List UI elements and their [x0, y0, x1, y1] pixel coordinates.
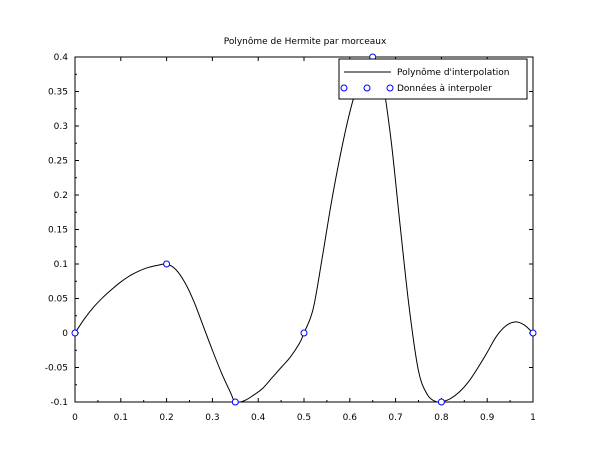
data-point [71, 329, 79, 337]
x-tick-label: 0.1 [114, 413, 128, 423]
x-tick-label: 0.8 [434, 413, 449, 423]
legend-marker-swatch [386, 84, 394, 92]
axis-ticks: 0 0.1 0.2 0.3 0.4 0.5 0.6 0.7 0.8 0.9 1 -0.1 -0.05 0 0… [45, 53, 536, 423]
y-tick-label: -0.05 [45, 364, 68, 374]
x-tick-label: 0.3 [205, 413, 219, 423]
legend: Polynôme d'interpolation Données à interp… [338, 58, 528, 100]
legend-label-line: Polynôme d'interpolation [397, 67, 509, 78]
y-tick-label: 0.2 [54, 191, 68, 201]
plot-frame [74, 56, 534, 403]
interpolation-curve-layer [75, 57, 533, 402]
x-tick-label: 0.9 [480, 413, 495, 423]
y-tick-label: -0.1 [50, 398, 68, 408]
y-tick-label: 0.35 [48, 88, 68, 98]
x-tick-label: 0.6 [343, 413, 358, 423]
legend-box [338, 58, 528, 100]
legend-marker-swatch [363, 84, 371, 92]
y-tick-label: 0.3 [54, 122, 68, 132]
chart-title: Polynôme de Hermite par morceaux [224, 36, 387, 47]
x-tick-label: 0.7 [388, 413, 402, 423]
legend-marker-swatch [340, 84, 348, 92]
data-point [163, 260, 171, 268]
data-point [529, 329, 537, 337]
y-tick-label: 0.4 [54, 53, 69, 63]
data-point [300, 329, 308, 337]
x-tick-label: 0.4 [251, 413, 266, 423]
y-tick-label: 0.25 [48, 157, 68, 167]
x-tick-label: 0 [72, 413, 78, 423]
plot-area [74, 56, 534, 403]
y-tick-label: 0.05 [48, 295, 68, 305]
data-point [231, 398, 239, 406]
y-tick-label: 0 [62, 329, 68, 339]
data-point [437, 398, 445, 406]
interpolation-line [75, 57, 533, 402]
x-tick-label: 0.2 [159, 413, 173, 423]
legend-label-markers: Données à interpoler [397, 83, 492, 94]
y-tick-label: 0.15 [48, 226, 68, 236]
y-tick-label: 0.1 [54, 260, 68, 270]
data-markers-layer [71, 53, 537, 406]
x-tick-label: 0.5 [297, 413, 311, 423]
x-tick-label: 1 [530, 413, 536, 423]
